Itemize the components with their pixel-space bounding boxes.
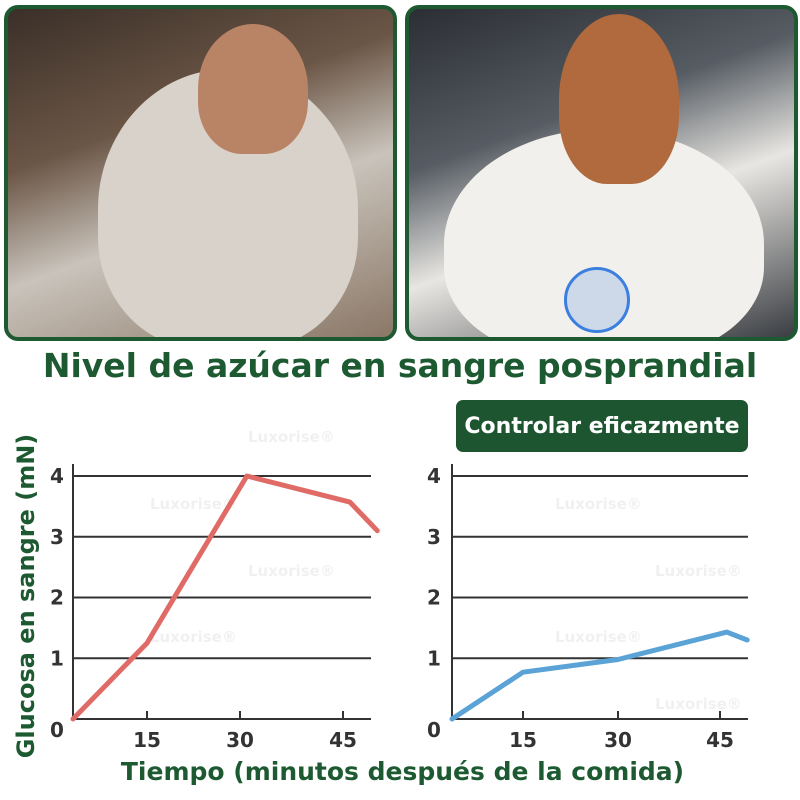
y-tick-label: 4 xyxy=(427,464,441,488)
head xyxy=(559,14,679,184)
watermark: Luxorise® xyxy=(655,562,742,580)
y-axis-label: Glucosa en sangre (mN) xyxy=(12,433,40,759)
x-tick-label: 30 xyxy=(604,728,632,752)
control-effectively-badge: Controlar eficazmente xyxy=(456,400,748,452)
watermark: Luxorise® xyxy=(248,428,335,446)
watermark: Luxorise® xyxy=(655,695,742,713)
watermark: Luxorise® xyxy=(248,562,335,580)
x-tick-label: 30 xyxy=(226,728,254,752)
page-title: Nivel de azúcar en sangre posprandial xyxy=(42,346,758,385)
x-tick-label: 45 xyxy=(706,728,734,752)
head xyxy=(198,24,308,154)
x-tick-label: 15 xyxy=(509,728,537,752)
smartwatch-icon xyxy=(564,267,630,333)
watermark: Luxorise® xyxy=(555,628,642,646)
x-tick-label: 45 xyxy=(329,728,357,752)
y-tick-label: 1 xyxy=(50,646,64,670)
photo-eating-with-watch xyxy=(405,5,798,341)
y-tick-label: 3 xyxy=(50,525,64,549)
y-tick-label: 1 xyxy=(427,646,441,670)
photo-eating-dessert xyxy=(4,5,397,341)
y-tick-label: 2 xyxy=(50,586,64,610)
y-tick-label: 0 xyxy=(427,718,441,742)
y-tick-label: 3 xyxy=(427,525,441,549)
y-tick-label: 4 xyxy=(50,464,64,488)
series-line-controlled xyxy=(449,629,750,722)
x-tick-label: 15 xyxy=(133,728,161,752)
x-axis-label: Tiempo (minutos después de la comida) xyxy=(120,757,685,786)
watermark: Luxorise® xyxy=(150,628,237,646)
y-tick-label: 0 xyxy=(50,718,64,742)
watermark: Luxorise® xyxy=(555,495,642,513)
watermark: Luxorise® xyxy=(150,495,237,513)
y-tick-label: 2 xyxy=(427,586,441,610)
